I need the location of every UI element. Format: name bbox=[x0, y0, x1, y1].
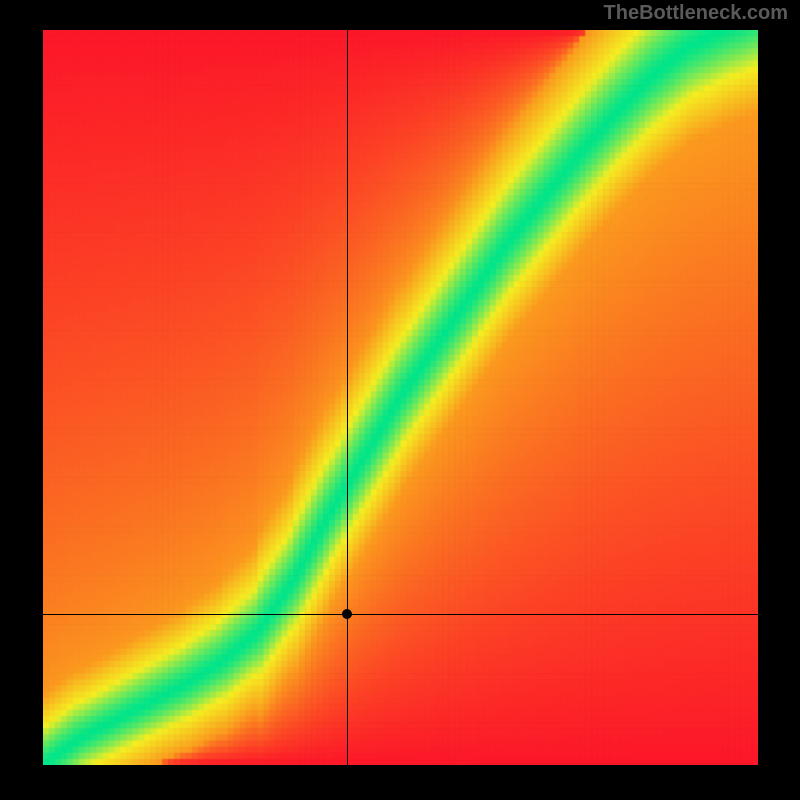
plot-area bbox=[43, 30, 758, 765]
chart-container: TheBottleneck.com bbox=[0, 0, 800, 800]
crosshair-vertical bbox=[347, 30, 348, 765]
attribution-label: TheBottleneck.com bbox=[604, 2, 788, 25]
crosshair-horizontal bbox=[43, 614, 758, 615]
heatmap-canvas bbox=[43, 30, 758, 765]
crosshair-marker bbox=[342, 609, 352, 619]
